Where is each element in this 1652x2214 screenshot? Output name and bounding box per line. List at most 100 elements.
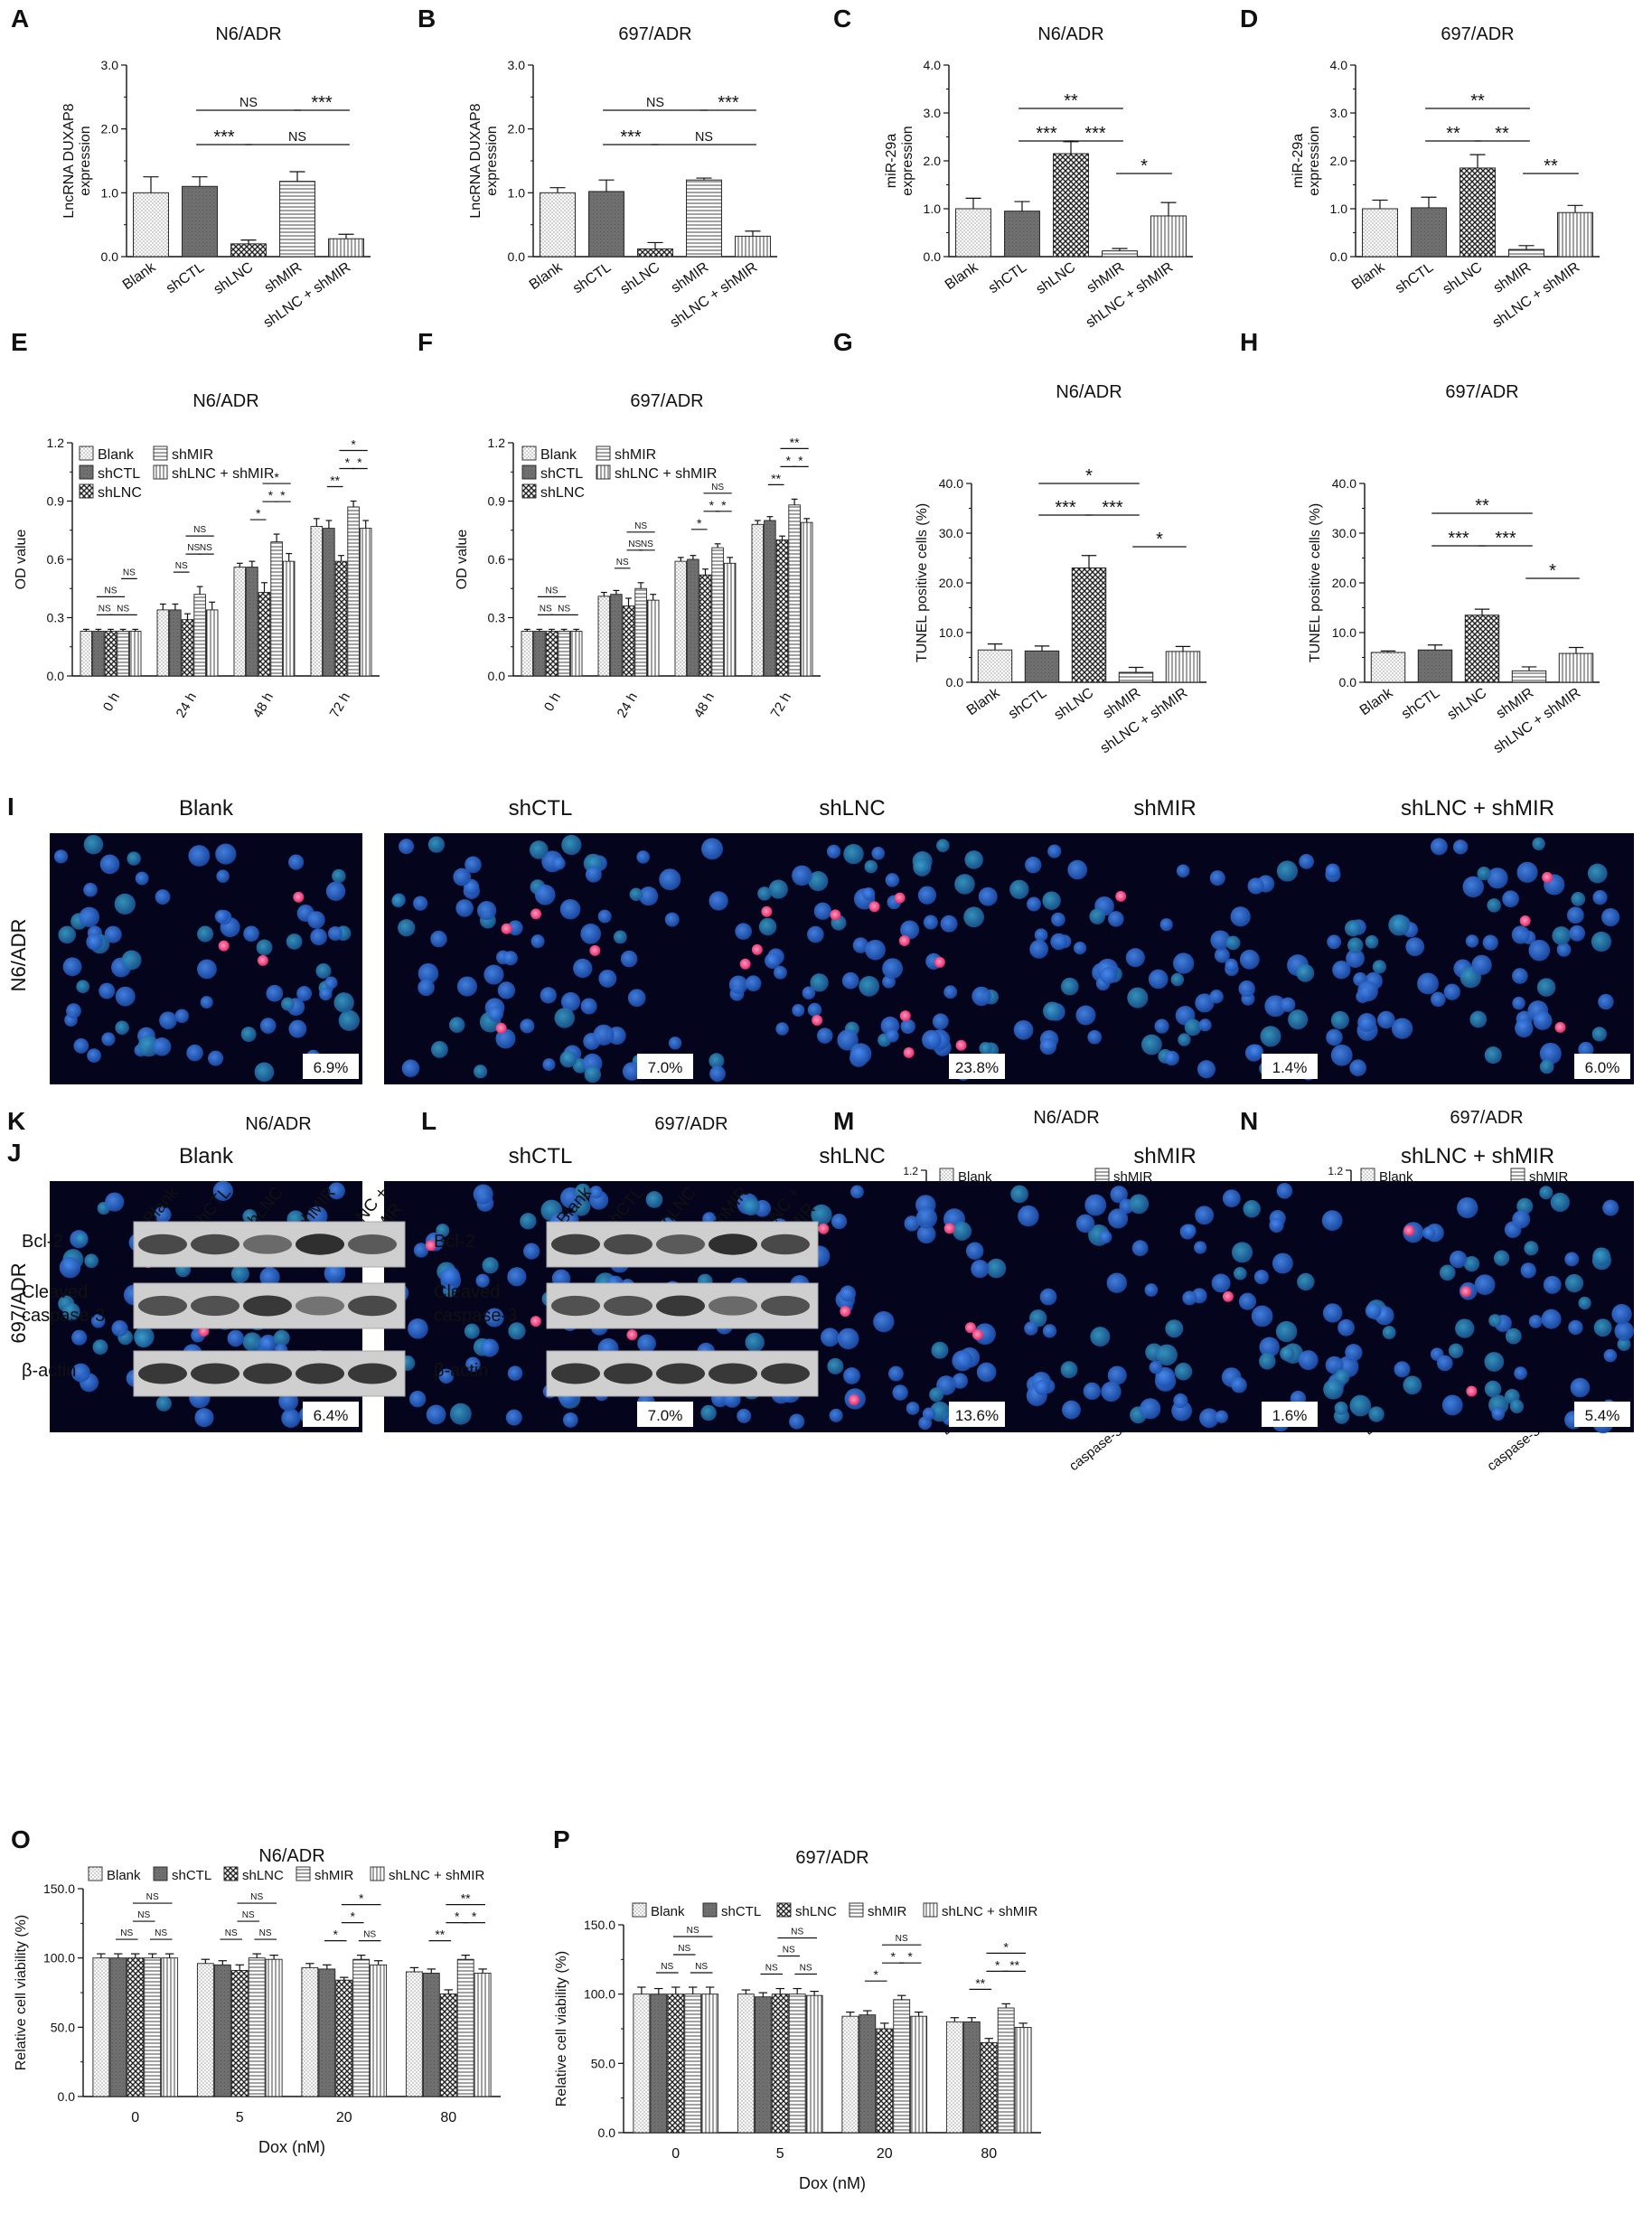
percent-box	[303, 1054, 359, 1079]
nucleus	[1463, 1256, 1480, 1272]
legend-entry: shMIR	[314, 1868, 354, 1883]
nucleus	[1276, 860, 1299, 882]
significance-label: NS	[896, 1934, 908, 1944]
nucleus	[197, 925, 214, 943]
x-tick-label: shLNC + shMIR	[1098, 685, 1191, 756]
nucleus	[296, 986, 313, 1001]
nucleus	[1024, 1321, 1038, 1336]
percent-label: 23.8%	[955, 1059, 999, 1076]
nucleus	[742, 1197, 760, 1216]
nucleus	[413, 896, 428, 911]
bar	[279, 181, 315, 258]
nucleus	[1593, 1318, 1612, 1337]
y-tick-label: 0.0	[488, 669, 506, 683]
x-tick-label: 72 h	[768, 690, 794, 721]
nucleus	[1365, 934, 1379, 949]
tunel-positive-cell	[971, 1328, 983, 1340]
nucleus	[1090, 1327, 1111, 1347]
nucleus	[523, 1243, 540, 1260]
legend-entry: shMIR	[1113, 1169, 1153, 1185]
nucleus	[916, 1224, 936, 1244]
nucleus	[1264, 995, 1287, 1018]
nucleus	[1391, 1018, 1413, 1039]
significance-label: ***	[620, 127, 642, 147]
significance-label: *	[268, 488, 274, 502]
nucleus	[1571, 892, 1586, 906]
blot-row-label: Cleaved	[22, 1282, 88, 1302]
nucleus	[240, 1027, 257, 1043]
x-tick-label: 24 h	[615, 690, 641, 721]
nucleus	[324, 976, 338, 990]
bar	[92, 1957, 110, 2097]
nucleus	[477, 900, 497, 921]
bar	[318, 1968, 336, 2097]
nucleus	[1452, 840, 1469, 855]
bar	[117, 631, 129, 677]
nucleus	[922, 1029, 942, 1050]
y-tick-label: 0.9	[47, 494, 65, 509]
legend-entry: shLNC + shMIR	[942, 1904, 1037, 1919]
nucleus	[1552, 926, 1572, 945]
panel-letter-G: G	[833, 328, 853, 356]
nucleus	[885, 873, 900, 887]
percent-label: 7.0%	[648, 1059, 683, 1076]
legend-entry: shCTL	[721, 1904, 761, 1919]
nucleus	[1368, 1406, 1384, 1422]
nucleus	[1564, 1252, 1580, 1267]
nucleus	[1388, 914, 1410, 936]
bar	[650, 1994, 668, 2134]
significance-label: NS	[259, 1928, 272, 1938]
x-tick-label: shLNC + shMIR	[261, 259, 354, 331]
bar	[109, 1957, 127, 2097]
nucleus	[1298, 1350, 1319, 1371]
nucleus	[873, 1310, 895, 1333]
chart-title: N6/ADR	[1037, 24, 1103, 44]
y-tick-label: 1.0	[101, 185, 119, 200]
y-tick-label: 30.0	[1332, 526, 1356, 540]
nucleus	[852, 937, 869, 953]
bar	[684, 1994, 702, 2134]
nucleus	[1578, 1041, 1594, 1058]
nucleus	[1344, 920, 1362, 937]
blot-band	[191, 1234, 239, 1255]
nucleus	[215, 843, 237, 865]
bar	[133, 192, 169, 258]
tunel-positive-cell	[964, 1322, 976, 1334]
percent-box	[949, 1054, 1005, 1079]
tunel-positive-cell	[868, 901, 880, 913]
micrograph-image	[50, 833, 362, 1084]
nucleus	[482, 1257, 499, 1274]
legend-entry: shLNC + shMIR	[389, 1868, 484, 1883]
nucleus	[1349, 1394, 1372, 1417]
y-axis-label: TUNEL positive cells (%)	[915, 503, 930, 662]
y-axis-label: Relative cell viability (%)	[14, 1915, 29, 2071]
significance-label: **	[461, 1891, 471, 1906]
nucleus	[813, 902, 831, 920]
nucleus	[1211, 1273, 1231, 1293]
significance-label: NS	[661, 1962, 673, 1972]
blot-band	[296, 1234, 344, 1255]
bar	[258, 592, 271, 677]
bar	[558, 631, 570, 677]
nucleus	[827, 1357, 844, 1374]
nucleus	[1474, 1274, 1496, 1296]
nucleus	[152, 1037, 172, 1056]
micrograph-title: shLNC	[819, 796, 885, 821]
y-tick-label: 10.0	[1332, 625, 1356, 640]
significance-label: *	[874, 1967, 879, 1982]
nucleus	[1248, 1044, 1264, 1060]
nucleus	[1149, 1360, 1163, 1374]
blot-band	[138, 1363, 187, 1384]
significance-label: NS	[765, 1964, 778, 1974]
panel-letter-C: C	[833, 5, 851, 33]
nucleus	[1611, 1304, 1632, 1325]
legend-swatch	[1360, 1168, 1375, 1183]
nucleus	[1330, 1044, 1353, 1066]
nucleus	[465, 856, 482, 874]
y-tick-label: 0.0	[1330, 249, 1348, 264]
blot-title: N6/ADR	[245, 1114, 311, 1134]
nucleus	[480, 1338, 499, 1357]
nucleus	[1614, 1321, 1634, 1341]
nucleus	[1230, 906, 1251, 927]
nucleus	[135, 871, 149, 886]
